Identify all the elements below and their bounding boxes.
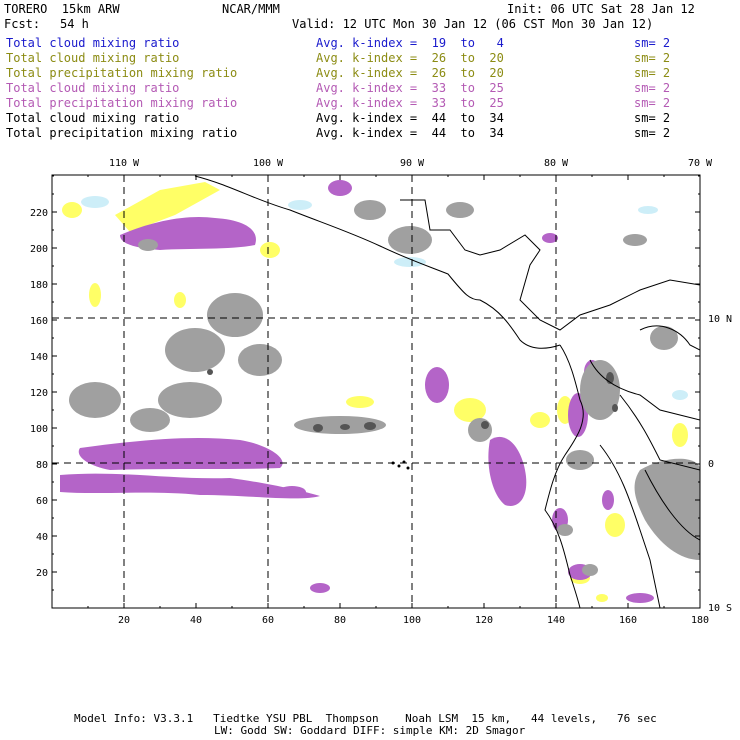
legend-stat: Avg. k-index = 26 to 20 [316, 51, 504, 65]
y-tick-label: 120 [30, 388, 48, 399]
latitude-label: 10 N [708, 314, 732, 325]
x-tick-label: 180 [691, 615, 709, 626]
longitude-label: 80 W [544, 158, 569, 169]
legend-stat: Avg. k-index = 26 to 20 [316, 66, 504, 80]
map-field-layer [52, 175, 700, 608]
legend-stat: Avg. k-index = 33 to 25 [316, 96, 504, 110]
legend-sm: sm= 2 [634, 96, 671, 110]
y-tick-label: 60 [36, 496, 48, 507]
y-tick-label: 180 [30, 280, 48, 291]
legend-stat: Avg. k-index = 44 to 34 [316, 126, 504, 140]
legend-field: Total precipitation mixing ratio [6, 96, 238, 110]
legend-stat: Avg. k-index = 33 to 25 [316, 81, 504, 95]
legend-field: Total cloud mixing ratio [6, 36, 180, 50]
y-tick-label: 40 [36, 532, 48, 543]
y-tick-label: 220 [30, 208, 48, 219]
x-tick-label: 20 [118, 615, 130, 626]
legend-sm: sm= 2 [634, 126, 671, 140]
x-tick-label: 160 [619, 615, 637, 626]
y-tick-label: 200 [30, 244, 48, 255]
organization: NCAR/MMM [222, 2, 280, 16]
forecast-hours: 54 h [60, 17, 89, 31]
legend-field: Total cloud mixing ratio [6, 81, 180, 95]
longitude-label: 100 W [253, 158, 284, 169]
x-tick-label: 100 [403, 615, 421, 626]
legend-field: Total cloud mixing ratio [6, 111, 180, 125]
x-tick-label: 40 [190, 615, 202, 626]
x-tick-label: 60 [262, 615, 274, 626]
legend-sm: sm= 2 [634, 111, 671, 125]
axis-ticks [52, 175, 701, 608]
y-tick-label: 80 [36, 460, 48, 471]
model-info-line2: LW: Godd SW: Goddard DIFF: simple KM: 2D… [214, 724, 526, 737]
longitude-label: 70 W [688, 158, 713, 169]
init-time: Init: 06 UTC Sat 28 Jan 12 [507, 2, 695, 16]
longitude-label: 90 W [400, 158, 425, 169]
y-tick-label: 160 [30, 316, 48, 327]
legend-field: Total precipitation mixing ratio [6, 66, 238, 80]
legend-stat: Avg. k-index = 44 to 34 [316, 111, 504, 125]
model-title: TORERO 15km ARW [4, 2, 120, 16]
x-tick-label: 140 [547, 615, 565, 626]
legend-field: Total cloud mixing ratio [6, 51, 180, 65]
latitude-label: 0 [708, 459, 714, 470]
x-tick-label: 120 [475, 615, 493, 626]
y-tick-label: 20 [36, 568, 48, 579]
legend-sm: sm= 2 [634, 36, 671, 50]
legend-sm: sm= 2 [634, 66, 671, 80]
y-tick-label: 100 [30, 424, 48, 435]
y-tick-label: 140 [30, 352, 48, 363]
latitude-label: 10 S [708, 603, 732, 614]
axis-labels: 2040608010012014016018020022024026028030… [30, 158, 732, 626]
legend-sm: sm= 2 [634, 51, 671, 65]
forecast-label: Fcst: [4, 17, 41, 31]
longitude-label: 110 W [109, 158, 140, 169]
galapagos-islands [391, 460, 410, 470]
lat-lon-grid [52, 175, 700, 608]
legend-stat: Avg. k-index = 19 to 4 [316, 36, 504, 50]
model-info-line1: Model Info: V3.3.1 Tiedtke YSU PBL Thomp… [74, 712, 657, 725]
valid-time: Valid: 12 UTC Mon 30 Jan 12 (06 CST Mon … [292, 17, 654, 31]
legend-sm: sm= 2 [634, 81, 671, 95]
x-tick-label: 80 [334, 615, 346, 626]
legend-field: Total precipitation mixing ratio [6, 126, 238, 140]
